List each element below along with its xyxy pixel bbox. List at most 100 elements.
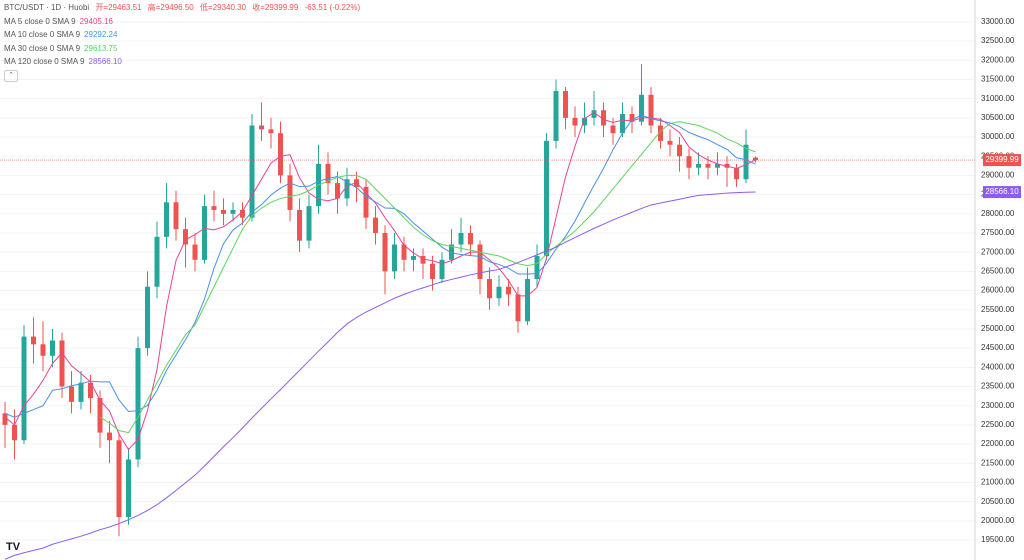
candle-body — [173, 202, 179, 230]
candle-body — [639, 94, 644, 122]
candle-body — [667, 140, 673, 145]
y-tick-label: 32500.00 — [981, 36, 1015, 45]
ma-value: 29292.24 — [84, 30, 118, 39]
ma-legend-row: MA 10 close 0 SMA 9 29292.24 — [4, 28, 364, 42]
ohlc-open: 开=29463.51 — [95, 3, 142, 12]
candle-body — [601, 110, 606, 126]
ma-legend-row: MA 30 close 0 SMA 9 29613.75 — [4, 42, 364, 56]
candle-body — [116, 440, 122, 518]
candle-body — [477, 244, 483, 280]
y-tick-label: 24000.00 — [981, 362, 1015, 371]
y-tick-label: 25000.00 — [981, 324, 1015, 333]
candle-body — [202, 206, 207, 260]
candle-body — [525, 279, 530, 322]
candle-body — [420, 256, 426, 264]
y-tick-label: 27500.00 — [981, 228, 1015, 237]
candle-body — [411, 256, 416, 260]
y-tick-label: 30500.00 — [981, 113, 1015, 122]
y-tick-label: 23000.00 — [981, 401, 1015, 410]
ma-price-tag — [983, 186, 1021, 199]
candle-body — [620, 113, 625, 134]
ma-value: 29613.75 — [84, 43, 118, 53]
candle-body — [40, 344, 46, 356]
candle-body — [449, 244, 454, 260]
candle-body — [12, 424, 17, 441]
candle-body — [648, 94, 654, 126]
last-price-label: 29399.99 — [985, 155, 1019, 164]
candle-body — [21, 336, 27, 441]
candle-body — [515, 294, 521, 322]
y-tick-label: 21000.00 — [981, 478, 1015, 487]
candle-body — [677, 144, 682, 157]
header-row: BTC/USDT · 1D · Huobi 开=29463.51 高=29496… — [4, 1, 364, 15]
y-tick-label: 26000.00 — [981, 286, 1015, 295]
ohlc-close: 收=29399.99 — [252, 3, 299, 12]
ma-line — [4, 114, 756, 418]
candle-body — [287, 175, 293, 210]
y-tick-label: 27000.00 — [981, 247, 1015, 256]
candle-body — [97, 398, 103, 433]
ma-price-label: 28566.10 — [985, 187, 1019, 196]
candle-body — [734, 167, 739, 180]
tradingview-logo: TV — [6, 541, 21, 553]
candle-body — [487, 279, 492, 299]
candle-body — [145, 286, 150, 349]
legend: BTC/USDT · 1D · Huobi 开=29463.51 高=29496… — [4, 1, 364, 82]
candle-body — [363, 186, 369, 218]
y-tick-label: 26500.00 — [981, 266, 1015, 275]
symbol: BTC/USDT · 1D · Huobi — [4, 3, 90, 12]
ohlc-low: 低=29340.30 — [200, 3, 247, 12]
candle-body — [88, 382, 93, 399]
candle-body — [50, 340, 55, 356]
ma-line — [4, 191, 756, 560]
candle-body — [59, 340, 65, 387]
candle-body — [743, 144, 749, 180]
candle-body — [221, 209, 226, 214]
y-tick-label: 23500.00 — [981, 382, 1015, 391]
candle-body — [610, 125, 616, 134]
candle-body — [582, 117, 587, 126]
ma-legend-row: MA 5 close 0 SMA 9 29405.16 — [4, 15, 364, 29]
collapse-button[interactable]: ⌃ — [4, 69, 18, 82]
y-tick-label: 30000.00 — [981, 132, 1015, 141]
candle-body — [278, 133, 283, 176]
y-tick-label: 28000.00 — [981, 209, 1015, 218]
y-tick-label: 31500.00 — [981, 75, 1015, 84]
ma-name: MA 5 close 0 SMA 9 — [4, 16, 76, 26]
candle-body — [78, 382, 84, 402]
ma-line — [4, 111, 756, 451]
ma-legend-row: MA 120 close 0 SMA 9 28566.10 — [4, 55, 364, 69]
candle-body — [591, 110, 597, 118]
candle-body — [753, 157, 758, 161]
candle-body — [135, 348, 141, 460]
candle-body — [705, 163, 711, 168]
candle-body — [230, 209, 236, 214]
candle-body — [164, 202, 169, 237]
candle-body — [401, 244, 407, 260]
candle-body — [107, 432, 112, 441]
candle-body — [563, 90, 568, 118]
plot — [0, 64, 975, 560]
y-tick-label: 20000.00 — [981, 516, 1015, 525]
candle-body — [268, 129, 274, 134]
candle-body — [715, 163, 720, 168]
ohlc-high: 高=29496.50 — [147, 3, 194, 12]
y-tick-label: 24500.00 — [981, 343, 1015, 352]
candle-body — [259, 125, 264, 130]
candle-body — [211, 206, 217, 210]
candle-body — [69, 386, 74, 402]
y-tick-label: 32000.00 — [981, 55, 1015, 64]
candle-body — [240, 209, 245, 218]
y-tick-label: 22000.00 — [981, 439, 1015, 448]
candle-body — [183, 229, 188, 245]
ma-value: 28566.10 — [88, 57, 122, 66]
change: -63.51 (-0.22%) — [304, 3, 361, 12]
candle-body — [2, 413, 8, 425]
y-tick-label: 22500.00 — [981, 420, 1015, 429]
ma-value: 29405.16 — [79, 16, 113, 26]
candle-body — [373, 217, 378, 233]
y-tick-label: 21500.00 — [981, 458, 1015, 467]
ma-name: MA 10 close 0 SMA 9 — [4, 30, 81, 39]
